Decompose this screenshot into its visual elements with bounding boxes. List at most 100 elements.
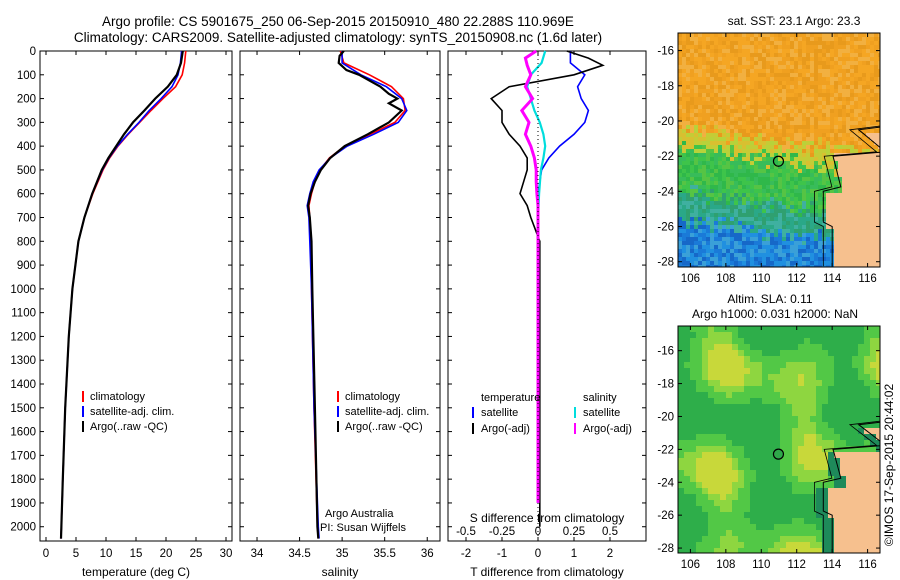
x-tick-label: 1 [571,548,577,560]
x-tick-label: 110 [752,559,770,571]
y-tick-label: 1400 [10,379,36,391]
x-tick-label: 108 [716,559,735,571]
y-tick-label: 1700 [10,450,36,462]
sla-map-title: Altim. SLA: 0.11 [727,292,812,306]
x-tick-label: 114 [823,559,842,571]
legend-label-2: Argo(..raw -QC) [90,421,168,433]
difference-profile-panel: -2 -1 0 1 2 T difference from climatology -0.5… [447,49,647,579]
s-diff-tick-label: 0 [535,526,541,538]
legend-temperature-header: temperature [481,392,540,404]
y-tick-label: -16 [657,346,674,358]
temperature-profile-series-satellite [60,50,183,539]
s-diff-xlabel: S difference from climatology [470,511,625,525]
x-tick-label: 36 [421,548,434,560]
s-diff-tick-label: 0.25 [563,526,585,538]
y-tick-label: 2000 [10,522,36,534]
y-tick-label: 1900 [10,498,36,510]
difference-profile-axes-box [447,50,647,542]
y-tick-label: -28 [657,257,674,269]
y-tick-label: 600 [17,189,36,201]
legend-label-1: satellite-adj. clim. [345,406,429,418]
argo-float-marker [772,448,785,460]
difference-profile-series-temperature-argo [489,50,605,527]
legend-salinity-header: salinity [583,392,617,404]
figure-title-line2: Climatology: CARS2009. Satellite-adjuste… [73,30,603,45]
y-tick-label: 0 [30,46,36,58]
y-tick-label: 200 [17,94,36,106]
legend-sal-satellite-label: satellite [583,407,620,419]
y-tick-label: -24 [657,186,674,198]
y-tick-label: -26 [657,510,674,522]
x-tick-label: 5 [73,548,79,560]
x-tick-label: 0 [43,548,49,560]
legend-temp-satellite-label: satellite [481,407,518,419]
y-tick-label: 700 [17,213,36,225]
temperature-profile-xlabel: temperature (deg C) [82,565,190,579]
y-tick-label: -22 [657,444,674,456]
x-tick-label: -2 [461,548,471,560]
salinity-profile-series-climatology [308,50,406,539]
y-tick-label: 500 [17,165,36,177]
y-tick-label: 1300 [10,355,36,367]
difference-profile-xlabel: T difference from climatology [470,565,624,579]
salinity-profile-xlabel: salinity [322,565,359,579]
difference-profile-series-salinity-argo [519,49,540,503]
x-tick-label: 15 [130,548,143,560]
legend-label-2: Argo(..raw -QC) [345,421,423,433]
y-tick-label: -22 [657,151,674,163]
x-tick-label: 106 [681,559,700,571]
x-tick-label: 25 [190,548,203,560]
legend-temp-argo-label: Argo(-adj) [481,423,530,435]
coastline [822,421,880,553]
y-tick-label: 300 [17,117,36,129]
y-tick-label: -26 [657,222,674,234]
y-tick-label: -24 [657,477,674,489]
sst-map-frame [677,32,881,268]
x-tick-label: 34 [251,548,264,560]
y-tick-label: 1000 [10,284,36,296]
x-tick-label: 34.5 [288,548,310,560]
legend-label-0: climatology [345,391,401,403]
temperature-profile-series-argo [59,50,184,539]
annotation-line2: PI: Susan Wijffels [320,522,406,534]
x-tick-label: 10 [100,548,113,560]
y-tick-label: 1100 [11,308,36,320]
x-tick-label: 108 [716,273,735,285]
x-tick-label: 116 [858,559,876,571]
temperature-profile-series-climatology [60,50,187,539]
argo-float-marker [772,155,785,167]
y-tick-label: -20 [657,411,674,423]
x-tick-label: 0 [535,548,541,560]
coastline [822,126,880,267]
sst-map-panel: 106 108 110 112 114 116 -16 -18 -20 -22 -24 -26 -28 s… [657,14,881,285]
isobath-line [814,420,880,553]
x-tick-label: 106 [681,273,700,285]
legend-sal-argo-label: Argo(-adj) [583,423,632,435]
annotation-line1: Argo Australia [325,508,394,520]
sst-map-title: sat. SST: 23.1 Argo: 23.3 [728,14,861,28]
sla-map-field [678,326,880,553]
y-tick-label: -16 [657,46,674,58]
y-tick-label: 900 [17,260,36,272]
y-tick-label: 800 [17,236,36,248]
figure-title-line1: Argo profile: CS 5901675_250 06-Sep-2015… [102,14,574,29]
isobath-line [814,125,880,267]
x-tick-label: 35.5 [373,548,395,560]
y-tick-label: -18 [657,81,674,93]
y-tick-label: -28 [657,543,674,555]
salinity-profile-axes-box [239,50,441,542]
salinity-profile-panel: 34 34.5 35 35.5 36 salinity climatology satelli… [239,50,441,579]
difference-profile-series-salinity-satellite [526,50,547,503]
x-tick-label: 116 [858,273,876,285]
y-tick-label: 1800 [10,474,36,486]
y-tick-label: 1200 [10,331,36,343]
y-tick-label: 100 [17,70,36,82]
x-tick-label: 30 [220,548,233,560]
x-tick-label: -1 [497,548,507,560]
footer-credit: ©IMOS 17-Sep-2015 20:44:02 [882,384,896,547]
x-tick-label: 2 [607,548,613,560]
legend-label-0: climatology [90,391,146,403]
y-tick-label: -18 [657,379,674,391]
y-tick-label: 400 [17,141,36,153]
